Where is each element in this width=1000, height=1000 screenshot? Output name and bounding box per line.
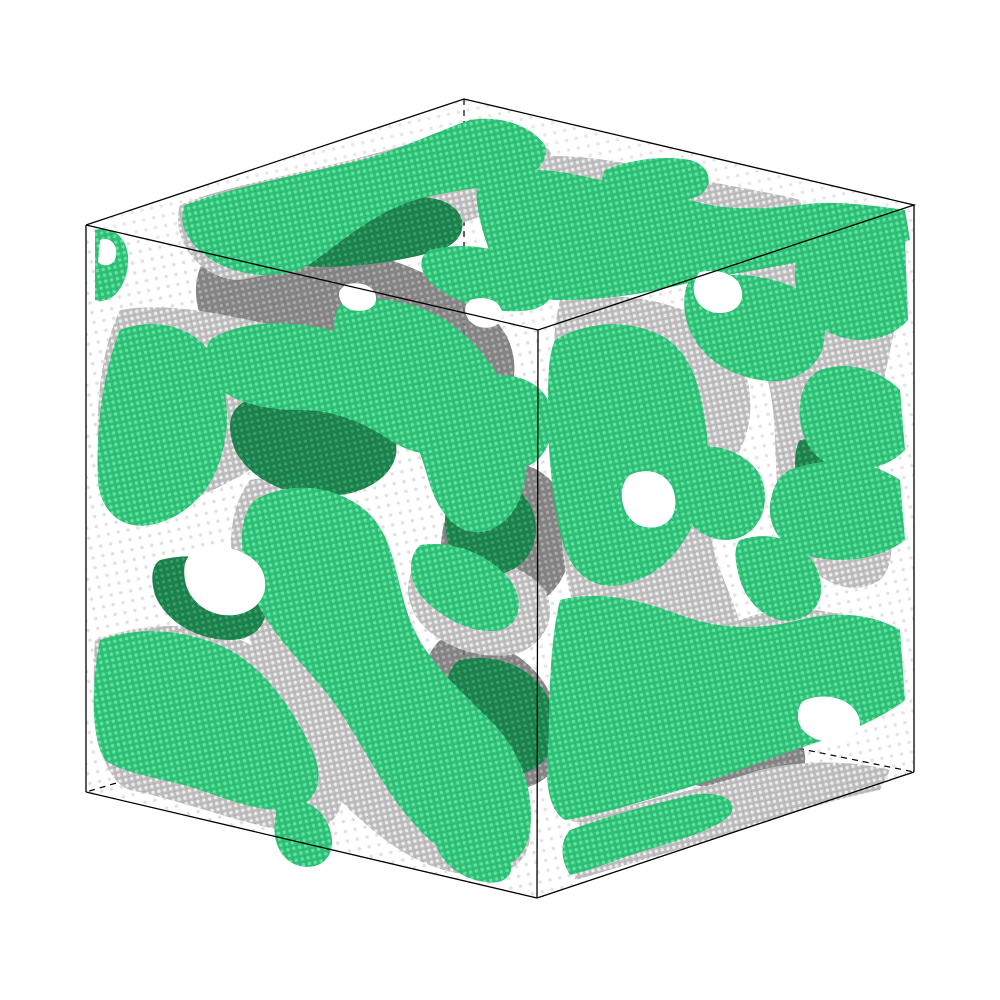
simulation-box-edges (85, 98, 917, 899)
phase-domain (93, 118, 910, 883)
pore-holes (98, 239, 860, 742)
